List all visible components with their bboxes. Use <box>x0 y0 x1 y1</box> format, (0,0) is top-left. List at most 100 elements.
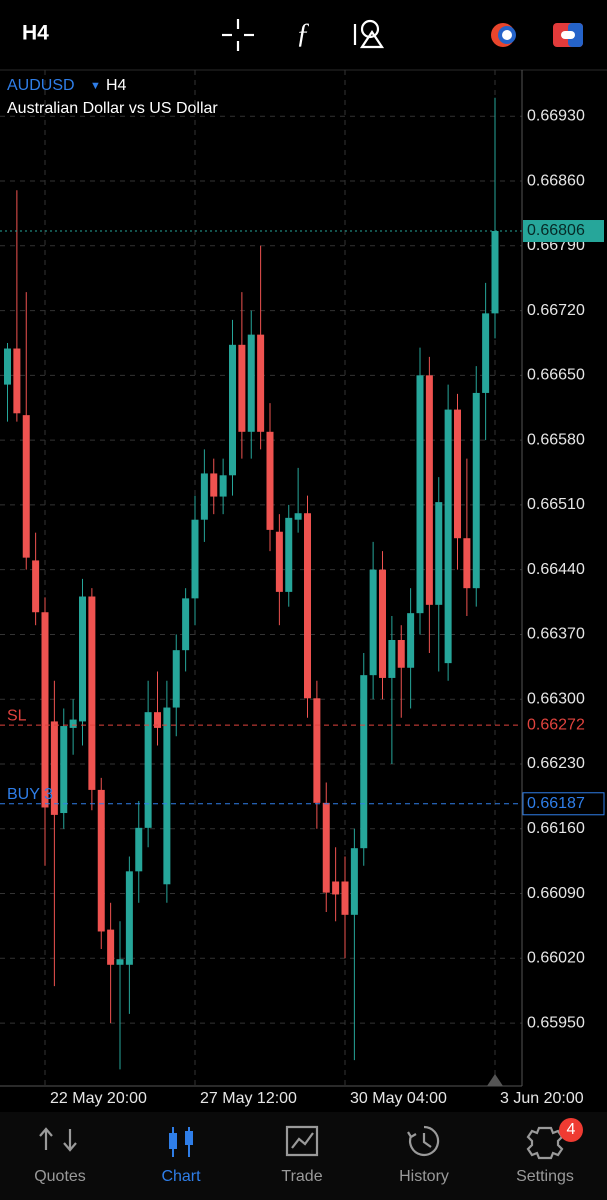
candle-body <box>41 612 49 808</box>
candle-body <box>13 348 21 414</box>
y-tick-label: 0.66580 <box>527 431 585 448</box>
one-click-icon[interactable] <box>491 23 516 47</box>
candle-body <box>294 513 302 520</box>
y-tick-label: 0.65950 <box>527 1014 585 1031</box>
candle-body <box>425 375 433 605</box>
scroll-marker[interactable] <box>487 1074 503 1086</box>
symbol-description: Australian Dollar vs US Dollar <box>7 100 218 117</box>
symbol-dropdown[interactable]: ▼ <box>90 80 101 92</box>
candle-body <box>97 789 105 932</box>
candle-body <box>60 726 68 814</box>
y-tick-label: 0.66440 <box>527 561 585 578</box>
candle-body <box>350 848 358 915</box>
candle-body <box>379 569 386 678</box>
candle-body <box>200 473 208 520</box>
tab-icon[interactable] <box>285 1125 319 1157</box>
tab-icon[interactable] <box>39 1127 77 1152</box>
candle-body <box>22 415 30 558</box>
timeframe-button[interactable]: H4 <box>22 22 49 45</box>
candle-body <box>50 721 58 815</box>
candle-body <box>285 517 293 592</box>
candle-body <box>266 431 274 530</box>
tab-label[interactable]: History <box>399 1168 449 1185</box>
candle-body <box>172 650 180 708</box>
y-tick-label: 0.66370 <box>527 626 585 643</box>
candle-body <box>247 334 255 432</box>
symbol-name[interactable]: AUDUSD <box>7 77 75 94</box>
candle-body <box>435 502 443 605</box>
candle-body <box>191 519 199 599</box>
chart: 0.669300.668600.667900.667200.666500.665… <box>0 70 605 1107</box>
y-tick-label: 0.66300 <box>527 690 585 707</box>
price-label-box <box>522 792 605 816</box>
y-tick-label: 0.66720 <box>527 302 585 319</box>
tab-label[interactable]: Settings <box>516 1168 574 1185</box>
y-tick-label: 0.66510 <box>527 496 585 513</box>
candle-body <box>163 707 171 885</box>
candle-body <box>332 881 340 895</box>
candle-body <box>79 596 86 722</box>
candle-body <box>32 560 40 613</box>
candle-body <box>407 613 415 668</box>
y-tick-label: 0.66090 <box>527 885 585 902</box>
candle-body <box>210 473 218 497</box>
price-label: 0.66272 <box>527 716 585 733</box>
price-label-box <box>523 714 604 737</box>
tab-icon <box>169 1133 177 1149</box>
symbol-timeframe: H4 <box>106 77 127 94</box>
price-line-name: BUY 3 <box>7 786 53 803</box>
tab-icon[interactable] <box>526 1126 564 1160</box>
candle-body <box>472 392 480 589</box>
candle-body <box>182 598 190 651</box>
indicators-icon[interactable]: ƒ <box>296 18 310 49</box>
y-tick-label: 0.66160 <box>527 820 585 837</box>
tab-bar: Quotes Chart Trade History Settings 4 <box>0 1112 607 1200</box>
price-label-box <box>523 220 604 243</box>
tab-icon <box>185 1131 193 1145</box>
price-line-name: SL <box>7 707 27 724</box>
x-tick-label: 30 May 04:00 <box>350 1090 447 1107</box>
candle-body <box>69 719 77 728</box>
candle-body <box>229 344 236 476</box>
candle-body <box>388 639 396 678</box>
candle-body <box>275 531 283 592</box>
tab-badge <box>559 1118 583 1142</box>
objects-icon[interactable] <box>353 19 385 49</box>
candle-body <box>219 475 227 497</box>
candle-body <box>135 827 143 872</box>
candle-body <box>125 871 133 965</box>
candle-body <box>154 712 161 728</box>
candle-body <box>369 569 377 676</box>
crosshair-icon[interactable] <box>222 19 254 51</box>
tab-label[interactable]: Quotes <box>34 1168 86 1185</box>
candle-body <box>107 929 115 965</box>
candle-body <box>238 344 246 432</box>
candle-body <box>88 596 96 790</box>
candle-body <box>463 538 471 589</box>
y-tick-label: 0.66860 <box>527 172 585 189</box>
candle-body <box>416 375 424 614</box>
candle-body <box>341 881 349 915</box>
trade-icon[interactable] <box>553 23 583 47</box>
candle-body <box>322 802 330 893</box>
y-tick-label: 0.66020 <box>527 950 585 967</box>
tab-label[interactable]: Chart <box>161 1168 201 1185</box>
candle-body <box>360 675 368 849</box>
candle-body <box>116 959 124 965</box>
candle-body <box>444 409 452 664</box>
candle-body <box>397 639 405 668</box>
y-tick-label: 0.66230 <box>527 755 585 772</box>
tab-label[interactable]: Trade <box>281 1168 322 1185</box>
candle-body <box>491 231 499 314</box>
y-tick-label: 0.66650 <box>527 367 585 384</box>
candle-body <box>144 712 152 828</box>
candle-body <box>482 313 490 393</box>
candle-body <box>304 513 311 699</box>
candle-body <box>4 348 11 385</box>
price-label: 0.66187 <box>527 795 585 812</box>
tab-icon[interactable] <box>407 1125 440 1157</box>
candle-body <box>313 698 321 803</box>
